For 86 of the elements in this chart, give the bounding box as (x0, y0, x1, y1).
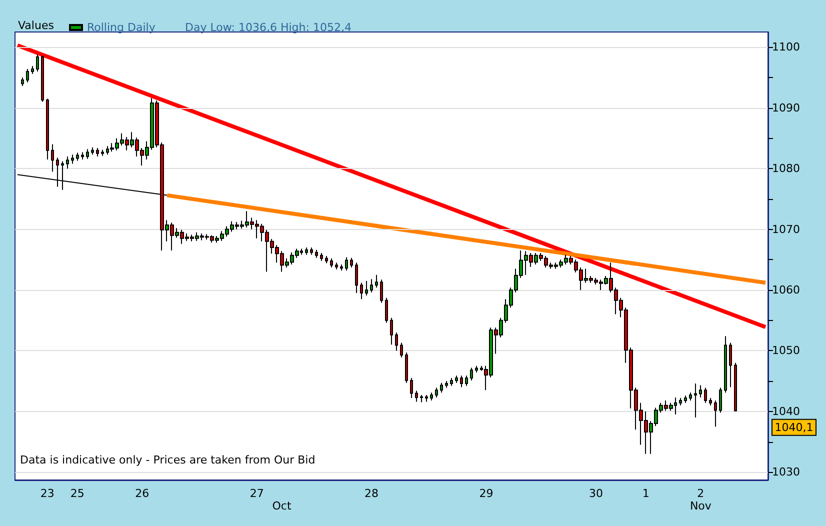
candlestick (360, 282, 363, 300)
candlestick (450, 378, 453, 386)
text: Oct (272, 500, 292, 512)
candlestick (465, 375, 468, 386)
y-tick-label: 1050 (772, 344, 800, 358)
candlestick (101, 149, 104, 156)
candlestick (305, 247, 308, 256)
candlestick (76, 152, 79, 162)
candlestick (719, 387, 722, 414)
candlestick (684, 395, 687, 404)
candlestick (385, 297, 388, 324)
text: Nov (690, 500, 712, 512)
candlestick (410, 378, 413, 399)
candlestick (390, 317, 393, 346)
chart-subtitle: Day Low: 1036,6 High: 1052,4 (185, 21, 352, 34)
candlestick (370, 278, 373, 293)
candlestick (330, 258, 333, 268)
candlestick (420, 394, 423, 403)
x-tick-label: 25 (70, 487, 84, 500)
candlestick (395, 332, 398, 352)
y-tick-label: 1100 (772, 40, 800, 54)
candlestick (86, 148, 89, 160)
candlestick (335, 262, 338, 270)
candlestick (51, 144, 54, 172)
candlestick (400, 342, 403, 358)
candlestick (729, 342, 732, 388)
candlestick (355, 262, 358, 294)
candlestick (36, 54, 39, 72)
x-tick-label: 29 (479, 487, 494, 500)
candlestick (41, 55, 44, 102)
candlestick (345, 256, 348, 272)
candlestick (365, 280, 368, 296)
candlestick (31, 65, 34, 74)
candlestick (724, 336, 727, 394)
candlestick (325, 256, 328, 264)
y-tick-label: 1030 (772, 466, 800, 479)
candlestick (475, 365, 478, 374)
x-tick-label: 1 (642, 487, 650, 500)
y-tick-label: 1040 (772, 404, 800, 418)
candlestick (460, 375, 463, 388)
y-tick-label: 1070 (772, 222, 800, 236)
candlestick (714, 400, 717, 428)
candlestick (380, 279, 383, 304)
candlestick (445, 380, 448, 388)
candlestick (310, 247, 313, 256)
y-tick-label: 1080 (772, 162, 800, 176)
candlestick (415, 390, 418, 402)
candlestick (470, 367, 473, 381)
y-tick-label: 1090 (772, 101, 800, 114)
candlestick (440, 382, 443, 394)
candlestick (709, 398, 712, 406)
candlestick (340, 264, 343, 272)
annotation: Data is indicative only - Prices are taken from Our Bid (20, 454, 316, 466)
candlestick (21, 77, 24, 87)
y-axis-title: Values (18, 19, 54, 32)
candlestick (96, 147, 99, 157)
candlestick (679, 398, 682, 406)
legend-label: Rolling Daily (87, 21, 156, 34)
candlestick (46, 98, 49, 160)
candlestick (375, 274, 378, 288)
x-tick-label: 30 (588, 487, 603, 500)
x-tick-label: 2 (697, 487, 704, 500)
candlestick (734, 362, 737, 412)
x-tick-label: 23 (40, 487, 54, 500)
candlestick (81, 152, 84, 160)
candlestick (699, 384, 702, 398)
candlestick (435, 387, 438, 398)
y-tick-label: 1060 (772, 283, 800, 296)
candlestick (694, 382, 697, 418)
x-tick-label: 28 (364, 487, 379, 500)
candlestick (66, 156, 69, 170)
candlestick (425, 394, 428, 402)
candlestick (704, 387, 707, 404)
candlestick (26, 68, 29, 83)
candlestick (689, 392, 692, 401)
x-tick-label: 27 (250, 487, 264, 500)
candlestick (320, 252, 323, 262)
candlestick (350, 257, 353, 268)
candlestick (71, 154, 74, 164)
candlestick (405, 352, 408, 384)
candlestick (455, 375, 458, 384)
candlestick (315, 249, 318, 258)
candlestick (430, 392, 433, 401)
candlestick (91, 146, 94, 156)
text: 1040,1 (774, 420, 814, 434)
x-tick-label: 26 (135, 487, 150, 500)
